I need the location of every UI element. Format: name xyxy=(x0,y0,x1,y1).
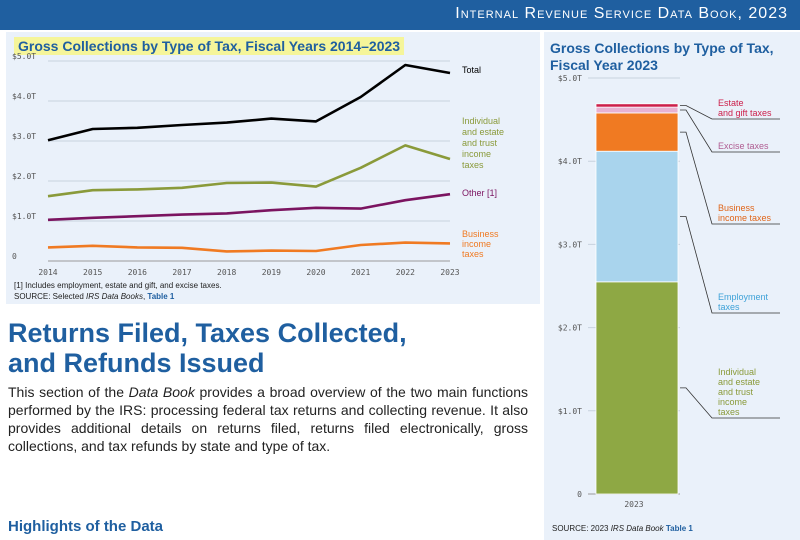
x-tick-label: 2015 xyxy=(83,268,102,277)
segment-label: Individual xyxy=(718,367,756,377)
x-tick-label: 2014 xyxy=(38,268,57,277)
series-line xyxy=(47,144,451,198)
leader-line xyxy=(680,216,780,314)
series-line xyxy=(47,241,451,253)
body-text: This section of the xyxy=(8,384,129,400)
y-tick-label: 0 xyxy=(577,490,582,499)
segment-label: taxes xyxy=(718,302,740,312)
line-chart-panel xyxy=(6,32,540,304)
section-title-line: Returns Filed, Taxes Collected, xyxy=(8,318,407,348)
y-tick-label: $2.0T xyxy=(558,324,582,333)
series-label: Business xyxy=(462,229,499,239)
series-label: Total xyxy=(462,65,481,75)
x-tick-label: 2023 xyxy=(624,500,643,509)
y-tick-label: $4.0T xyxy=(12,92,36,101)
y-tick-label: $1.0T xyxy=(12,212,36,221)
series-label: and trust xyxy=(462,138,498,148)
series-label: income xyxy=(462,149,491,159)
leader-line xyxy=(680,387,780,419)
x-tick-label: 2022 xyxy=(396,268,415,277)
segment-label: Employment xyxy=(718,292,769,302)
bar-segment xyxy=(595,106,679,114)
segment-label: and estate xyxy=(718,377,760,387)
leader-line xyxy=(680,131,780,225)
series-label: taxes xyxy=(462,249,484,259)
segment-label: Excise taxes xyxy=(718,141,769,151)
series-label: taxes xyxy=(462,160,484,170)
x-tick-label: 2017 xyxy=(172,268,191,277)
segment-label: Business xyxy=(718,203,755,213)
section-title: Returns Filed, Taxes Collected, and Refu… xyxy=(8,318,538,378)
bar-segment xyxy=(595,150,679,283)
segment-label: Estate xyxy=(718,98,744,108)
y-tick-label: $5.0T xyxy=(558,74,582,83)
x-tick-label: 2019 xyxy=(262,268,281,277)
series-label: income xyxy=(462,239,491,249)
segment-label: and trust xyxy=(718,387,754,397)
source-table-link[interactable]: Table 1 xyxy=(147,292,175,301)
source-table-link[interactable]: Table 1 xyxy=(665,524,693,533)
series-line xyxy=(47,63,451,142)
x-tick-label: 2023 xyxy=(440,268,459,277)
x-tick-label: 2016 xyxy=(128,268,147,277)
source-publication: IRS Data Books xyxy=(86,292,143,301)
segment-label: and gift taxes xyxy=(718,108,772,118)
x-tick-label: 2018 xyxy=(217,268,236,277)
section-body: This section of the Data Book provides a… xyxy=(8,383,528,455)
segment-label: income xyxy=(718,397,747,407)
highlights-heading: Highlights of the Data xyxy=(8,518,163,535)
x-tick-label: 2020 xyxy=(306,268,325,277)
line-chart-source: SOURCE: Selected IRS Data Books, Table 1 xyxy=(14,292,174,301)
bar-segment xyxy=(595,103,679,108)
leader-line xyxy=(680,109,780,153)
y-tick-label: $3.0T xyxy=(12,132,36,141)
source-prefix: SOURCE: 2023 xyxy=(552,524,611,533)
series-label: and estate xyxy=(462,127,504,137)
segment-label: taxes xyxy=(718,407,740,417)
bar-chart-source: SOURCE: 2023 IRS Data Book Table 1 xyxy=(552,524,693,533)
line-chart-title: Gross Collections by Type of Tax, Fiscal… xyxy=(14,37,405,55)
source-publication: IRS Data Book xyxy=(610,524,664,533)
section-title-line: and Refunds Issued xyxy=(8,348,265,378)
series-line xyxy=(47,192,451,222)
x-tick-label: 2021 xyxy=(351,268,370,277)
bar-chart-title: Gross Collections by Type of Tax, Fiscal… xyxy=(550,40,774,73)
series-label: Individual xyxy=(462,116,500,126)
y-tick-label: $5.0T xyxy=(12,52,36,61)
source-prefix: SOURCE: Selected xyxy=(14,292,87,301)
y-tick-label: $2.0T xyxy=(12,172,36,181)
bar-segment xyxy=(595,281,679,495)
body-text: provides a broad overview of the two mai… xyxy=(8,384,529,454)
header-bar xyxy=(0,0,800,30)
bar-segment xyxy=(595,112,679,152)
source-separator: , xyxy=(142,292,148,301)
y-tick-label: 0 xyxy=(12,252,17,261)
y-tick-label: $3.0T xyxy=(558,240,582,249)
series-label: Other [1] xyxy=(462,188,497,198)
line-chart-footnote: [1] Includes employment, estate and gift… xyxy=(14,281,222,290)
header-title: Internal Revenue Service Data Book, 2023 xyxy=(455,5,788,22)
y-tick-label: $4.0T xyxy=(558,157,582,166)
y-tick-label: $1.0T xyxy=(558,407,582,416)
segment-label: income taxes xyxy=(718,213,772,223)
body-italic: Data Book xyxy=(128,384,195,400)
leader-line xyxy=(680,105,780,120)
